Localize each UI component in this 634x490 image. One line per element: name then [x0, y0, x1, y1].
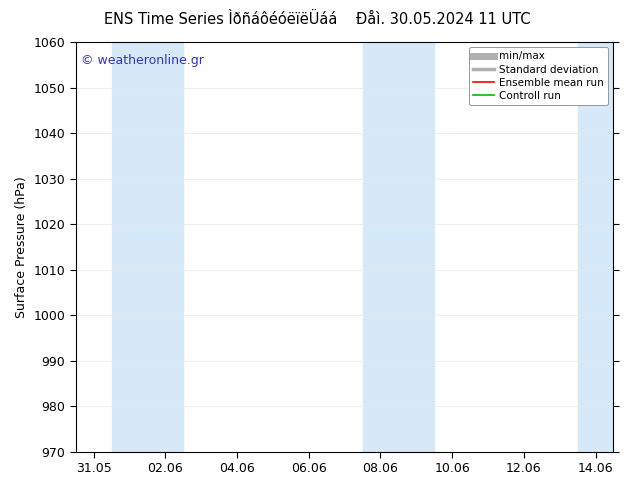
- Text: © weatheronline.gr: © weatheronline.gr: [81, 54, 204, 67]
- Bar: [112, 42, 183, 452]
- Y-axis label: Surface Pressure (hPa): Surface Pressure (hPa): [15, 176, 28, 318]
- Bar: [363, 42, 434, 452]
- Text: ENS Time Series ÌðñáôéóëïëÜáá    Ðåì. 30.05.2024 11 UTC: ENS Time Series ÌðñáôéóëïëÜáá Ðåì. 30.05…: [104, 12, 530, 27]
- Legend: min/max, Standard deviation, Ensemble mean run, Controll run: min/max, Standard deviation, Ensemble me…: [469, 47, 608, 105]
- Bar: [578, 42, 614, 452]
